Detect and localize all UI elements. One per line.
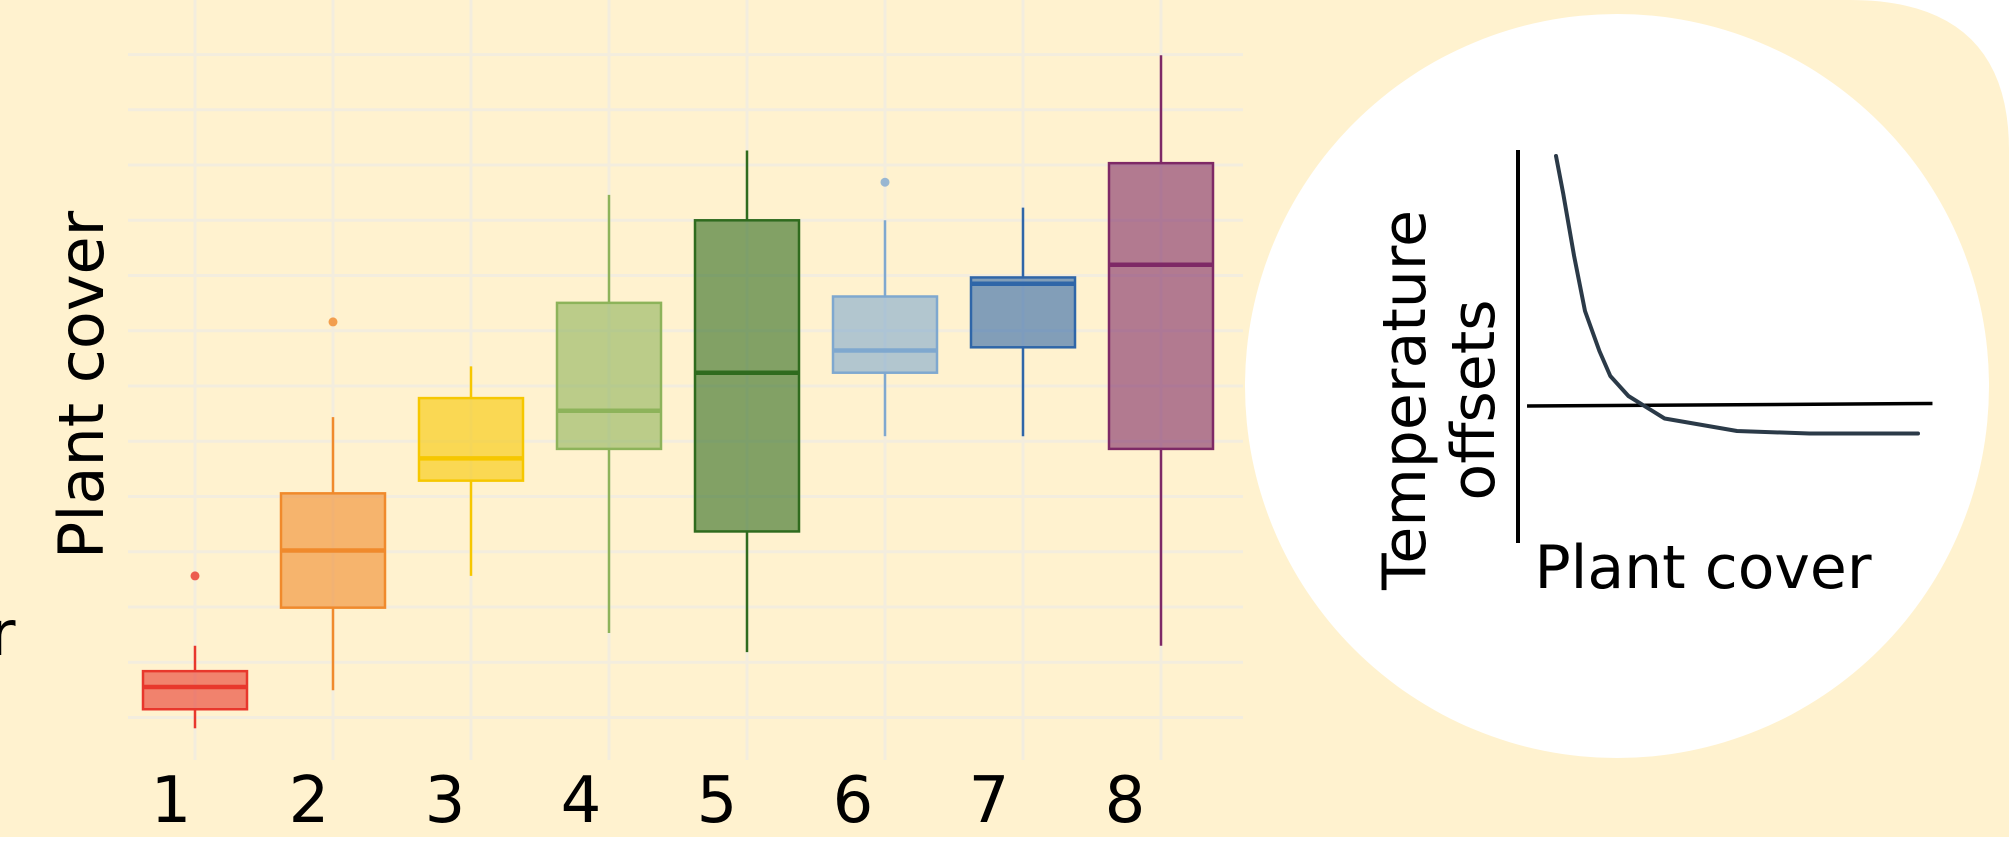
- cropped-left-edge-glyph: r: [0, 597, 16, 670]
- x-tick-label: 2: [289, 764, 330, 837]
- box-6: [831, 177, 939, 437]
- x-tick-label: 6: [833, 764, 874, 837]
- box-2: [279, 317, 387, 691]
- box-iqr: [831, 295, 939, 374]
- boxplot-series: [141, 55, 1215, 729]
- inset-schematic-chart: Temperature offsets Plant cover: [1245, 14, 1989, 758]
- box-7: [969, 207, 1077, 437]
- outlier-point: [880, 177, 890, 187]
- x-tick-label: 4: [561, 764, 602, 837]
- box-3: [417, 366, 525, 576]
- box-iqr: [417, 396, 525, 482]
- x-tick-label: 1: [151, 764, 192, 837]
- inset-zero-line: [1527, 401, 1933, 408]
- box-1: [141, 571, 249, 729]
- y-axis-label: Plant cover: [45, 210, 118, 559]
- box-4: [555, 194, 663, 634]
- box-iqr: [141, 669, 249, 711]
- x-tick-labels: 1 2 3 4 5 6 7 8: [151, 764, 1146, 838]
- box-iqr: [555, 301, 663, 451]
- x-tick-label: 8: [1105, 764, 1146, 837]
- x-tick-label: 5: [697, 764, 738, 837]
- box-iqr: [693, 219, 801, 533]
- x-tick-label: 7: [969, 764, 1010, 837]
- outlier-point: [328, 317, 338, 327]
- outlier-point: [190, 571, 200, 581]
- inset-y-axis-label-line-1: Temperature: [1370, 210, 1440, 591]
- inset-response-curve: [1554, 154, 1920, 436]
- boxplot-chart: 1 2 3 4 5 6 7 8 Plant cover: [45, 0, 1243, 838]
- x-tick-label: 3: [425, 764, 466, 837]
- inset-x-axis-label: Plant cover: [1534, 533, 1871, 603]
- box-iqr: [1107, 161, 1215, 451]
- box-5: [693, 150, 801, 653]
- inset-y-axis-label-line-2: offsets: [1439, 299, 1509, 500]
- box-8: [1107, 55, 1215, 646]
- box-iqr: [969, 276, 1077, 349]
